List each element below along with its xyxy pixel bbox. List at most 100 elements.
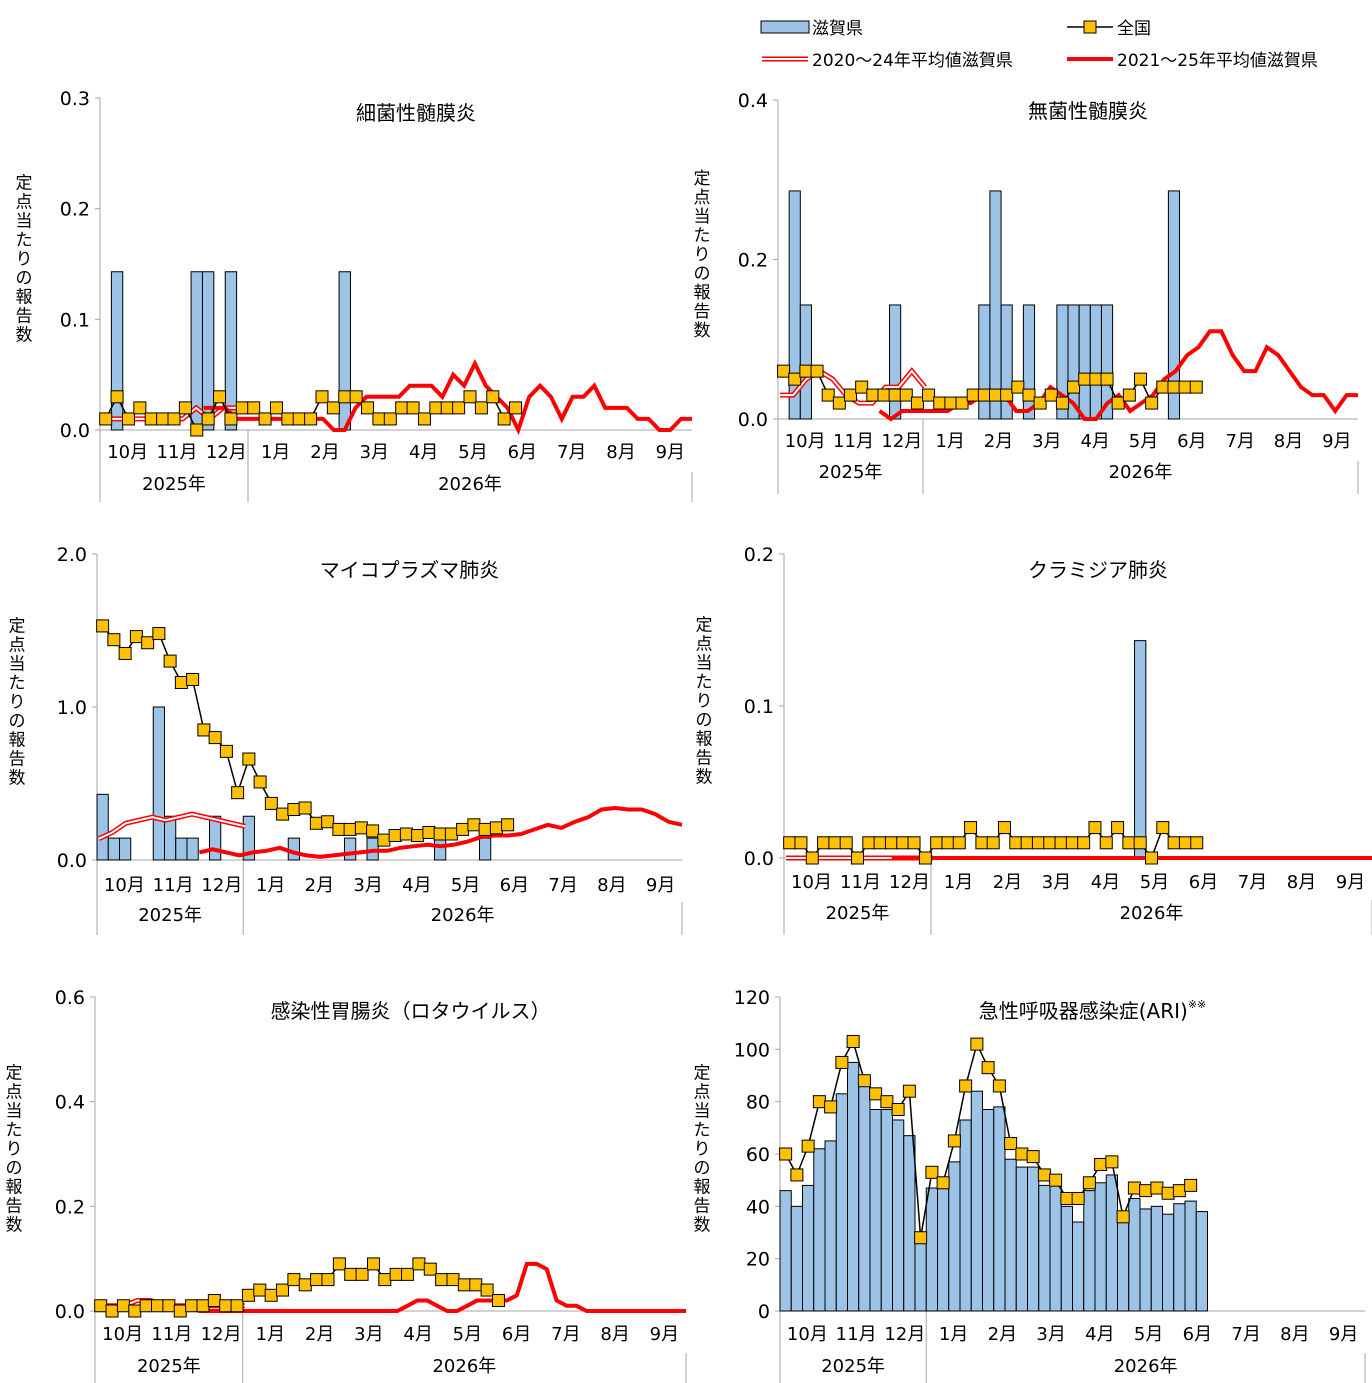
- bar-shiga: [287, 837, 300, 861]
- bar-shiga: [970, 1090, 983, 1312]
- y-tick-label: 0.6: [55, 987, 85, 1009]
- y-axis-label-char: り: [6, 1140, 23, 1160]
- x-tick-label: 12月: [201, 1324, 242, 1345]
- bar-shiga: [1049, 1184, 1062, 1312]
- marker-national: [349, 390, 363, 404]
- y-axis-label-char: 数: [9, 769, 26, 789]
- y-tick-label: 0.0: [60, 420, 90, 442]
- marker-national: [1145, 396, 1159, 410]
- y-axis-label-char: 点: [9, 636, 26, 656]
- y-axis-label-char: 数: [16, 326, 33, 346]
- y-axis-label-char: 点: [694, 188, 711, 208]
- y-axis-label-char: 点: [16, 193, 33, 213]
- marker-national: [835, 1055, 849, 1069]
- marker-national: [790, 1168, 804, 1182]
- marker-national: [224, 412, 238, 426]
- marker-national: [99, 412, 113, 426]
- y-axis-label-char: た: [16, 231, 33, 251]
- bar-shiga: [479, 837, 492, 861]
- marker-national: [201, 412, 215, 426]
- marker-national: [777, 364, 791, 378]
- marker-national: [1037, 1168, 1051, 1182]
- bar-shiga: [96, 793, 109, 861]
- marker-national: [269, 401, 283, 415]
- bar-shiga: [790, 1205, 803, 1312]
- marker-national: [417, 412, 431, 426]
- marker-national: [178, 401, 192, 415]
- y-axis-label-char: り: [694, 1140, 711, 1160]
- marker-national: [509, 401, 523, 415]
- marker-national: [959, 1079, 973, 1093]
- bar-shiga: [344, 837, 357, 861]
- marker-national: [133, 401, 147, 415]
- marker-national: [389, 1267, 403, 1281]
- marker-national: [1190, 836, 1204, 850]
- marker-national: [1111, 396, 1125, 410]
- marker-national: [986, 836, 1000, 850]
- y-axis-label-char: 当: [16, 212, 33, 232]
- y-axis-label-char: 定: [694, 169, 711, 189]
- bar-shiga: [1162, 1213, 1175, 1312]
- y-axis-label-char: 告: [9, 750, 26, 770]
- y-axis-label-char: 当: [694, 1102, 711, 1122]
- x-tick-label: 6月: [500, 875, 529, 896]
- y-tick-label: 20: [746, 1249, 770, 1271]
- legend-avg-2021-25-swatch: [1067, 56, 1113, 61]
- legend-avg-2021-25-label: 2021～25年平均値滋賀県: [1117, 51, 1318, 71]
- y-axis-label-char: 数: [694, 1216, 711, 1236]
- marker-national: [474, 401, 488, 415]
- marker-national: [241, 1288, 255, 1302]
- bar-shiga: [978, 304, 991, 420]
- bar-shiga: [802, 1184, 815, 1312]
- marker-national: [144, 412, 158, 426]
- x-tick-label: 2月: [984, 431, 1013, 452]
- x-tick-label: 5月: [1129, 431, 1158, 452]
- bar-shiga: [186, 837, 199, 861]
- x-tick-label: 8月: [1287, 872, 1316, 893]
- bar-shiga: [914, 1237, 927, 1312]
- y-axis-label-char: り: [9, 693, 26, 713]
- marker-national: [1156, 380, 1170, 394]
- year-label: 2025年: [137, 1356, 201, 1377]
- y-tick-label: 0.2: [60, 199, 90, 221]
- marker-national: [880, 1095, 894, 1109]
- bar-shiga: [175, 837, 188, 861]
- marker-national: [966, 388, 980, 402]
- marker-national: [456, 822, 470, 836]
- marker-national: [922, 388, 936, 402]
- marker-national: [139, 1299, 153, 1313]
- marker-national: [107, 633, 121, 647]
- x-tick-label: 6月: [508, 442, 537, 463]
- marker-national: [355, 1267, 369, 1281]
- x-tick-label: 11月: [153, 875, 194, 896]
- marker-national: [1189, 380, 1203, 394]
- y-axis-label-char: 数: [6, 1216, 23, 1236]
- marker-national: [401, 1267, 415, 1281]
- y-axis-label-char: 告: [696, 749, 713, 769]
- marker-national: [377, 833, 391, 847]
- marker-national: [1026, 1150, 1040, 1164]
- x-tick-label: 1月: [939, 1324, 968, 1345]
- x-tick-label: 11月: [836, 1324, 877, 1345]
- marker-national: [332, 822, 346, 836]
- marker-national: [1139, 1184, 1153, 1198]
- x-tick-label: 8月: [1280, 1324, 1309, 1345]
- x-tick-label: 5月: [458, 442, 487, 463]
- y-axis-label-char: た: [9, 674, 26, 694]
- year-label: 2026年: [431, 905, 495, 926]
- marker-national: [344, 1267, 358, 1281]
- marker-national: [264, 796, 278, 810]
- x-tick-label: 5月: [1134, 1324, 1163, 1345]
- x-tick-label: 3月: [360, 442, 389, 463]
- marker-national: [190, 423, 204, 437]
- marker-national: [276, 807, 290, 821]
- bar-shiga: [889, 304, 902, 420]
- marker-national: [156, 412, 170, 426]
- y-axis-label-char: の: [6, 1159, 23, 1179]
- marker-national: [489, 821, 503, 835]
- y-axis-label-char: り: [694, 245, 711, 265]
- marker-national: [321, 815, 335, 829]
- y-axis-label-char: 報: [16, 288, 33, 308]
